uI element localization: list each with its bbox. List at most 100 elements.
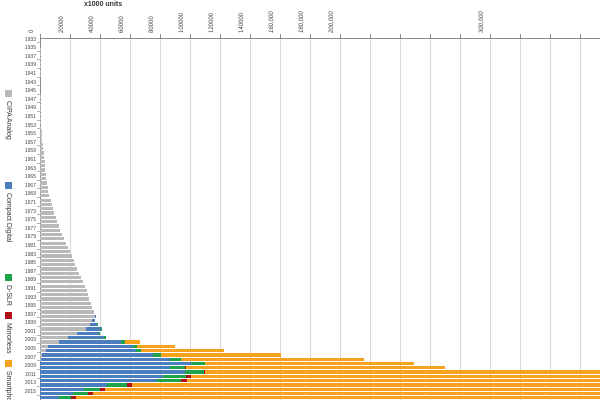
x-tick-label: 0: [29, 29, 35, 33]
bar-segment: [137, 344, 175, 348]
gridline: [490, 39, 491, 400]
x-tick: [430, 34, 431, 38]
y-tick: [37, 325, 40, 327]
gridline: [370, 39, 371, 400]
bar-segment: [40, 108, 41, 112]
bar-row-1993: [40, 297, 90, 301]
bar-row-2012: [40, 379, 600, 383]
y-tick: [37, 231, 40, 233]
year-label: 1935: [24, 45, 36, 52]
bar-segment: [40, 134, 42, 138]
gridline: [160, 39, 161, 400]
bar-row-1987: [40, 271, 80, 275]
bar-segment: [40, 164, 45, 168]
bar-segment: [40, 361, 191, 366]
year-label: 1987: [24, 268, 36, 275]
year-label: 1943: [24, 79, 36, 86]
gridline: [220, 39, 221, 400]
x-tick-label: 300,000: [479, 11, 485, 33]
y-tick: [37, 42, 40, 44]
bar-row-1965: [40, 177, 47, 181]
bar-segment: [185, 366, 445, 370]
bar-segment: [187, 379, 600, 383]
bar-row-2001: [40, 331, 100, 336]
bar-segment: [40, 237, 64, 241]
y-tick: [37, 205, 40, 207]
bar-segment: [71, 396, 77, 400]
legend-swatch: [4, 182, 12, 189]
bar-segment: [40, 267, 78, 271]
year-label: 2005: [24, 346, 36, 353]
y-tick: [37, 197, 40, 198]
bar-segment: [40, 357, 41, 361]
x-tick-label: 200,000: [329, 11, 335, 33]
bar-row-1959: [40, 151, 44, 155]
bar-segment: [40, 344, 49, 348]
bar-segment: [40, 241, 66, 245]
bar-segment: [40, 318, 93, 323]
year-label: 1951: [24, 114, 36, 120]
y-tick: [37, 222, 40, 224]
bar-row-2016: [40, 396, 600, 400]
bar-row-1949: [40, 108, 41, 112]
bar-row-1970: [40, 198, 51, 202]
x-tick-label: 160,000: [269, 11, 275, 33]
x-tick: [250, 34, 251, 38]
year-label: 1933: [24, 36, 36, 43]
x-tick: [40, 34, 41, 38]
x-tick: [220, 34, 221, 38]
bar-row-1974: [40, 215, 56, 219]
bar-row-2011: [40, 374, 600, 378]
bar-segment: [40, 314, 96, 318]
x-tick: [160, 34, 161, 38]
bar-segment: [121, 340, 125, 344]
bar-segment: [40, 323, 90, 327]
year-label: 2009: [24, 363, 36, 370]
bar-row-1958: [40, 146, 44, 151]
gridline: [340, 39, 341, 400]
bar-row-1977: [40, 228, 61, 232]
plot-area: [40, 38, 600, 400]
year-label: 1965: [24, 174, 36, 181]
year-label: 1967: [24, 182, 36, 189]
bar-row-1992: [40, 293, 88, 297]
bar-row-1957: [40, 142, 43, 146]
year-label: 1973: [24, 208, 36, 215]
y-tick: [37, 394, 40, 396]
bar-row-1976: [40, 224, 59, 228]
bar-segment: [76, 331, 99, 336]
bar-segment: [40, 155, 45, 159]
bar-segment: [58, 396, 72, 400]
bar-segment: [40, 159, 45, 164]
year-label: 1999: [24, 320, 36, 327]
x-tick: [190, 34, 191, 38]
y-tick: [37, 317, 40, 319]
bar-segment: [135, 348, 142, 353]
bar-row-1994: [40, 301, 91, 305]
bar-row-1981: [40, 245, 69, 250]
y-tick: [37, 360, 40, 362]
bar-row-1991: [40, 288, 87, 293]
bar-segment: [40, 211, 55, 215]
gridline: [280, 39, 281, 400]
bar-row-2000: [40, 327, 102, 331]
bar-segment: [157, 379, 182, 383]
year-label: 1961: [24, 156, 36, 163]
bar-row-1990: [40, 284, 86, 288]
bar-segment: [58, 340, 122, 344]
bar-row-1989: [40, 280, 84, 284]
year-label: 1993: [24, 294, 36, 301]
bar-segment: [92, 318, 96, 323]
bar-segment: [186, 374, 192, 378]
x-tick-label: 20000: [59, 16, 65, 33]
y-tick: [37, 377, 40, 379]
bar-segment: [40, 138, 43, 142]
bar-segment: [40, 379, 157, 383]
year-label: 1937: [24, 53, 36, 60]
bar-segment: [204, 370, 206, 374]
x-tick-label: 180,000: [299, 11, 305, 33]
year-label: 1959: [24, 148, 36, 155]
year-label: 2007: [24, 354, 36, 361]
bar-segment: [170, 366, 186, 370]
y-tick: [37, 386, 40, 388]
